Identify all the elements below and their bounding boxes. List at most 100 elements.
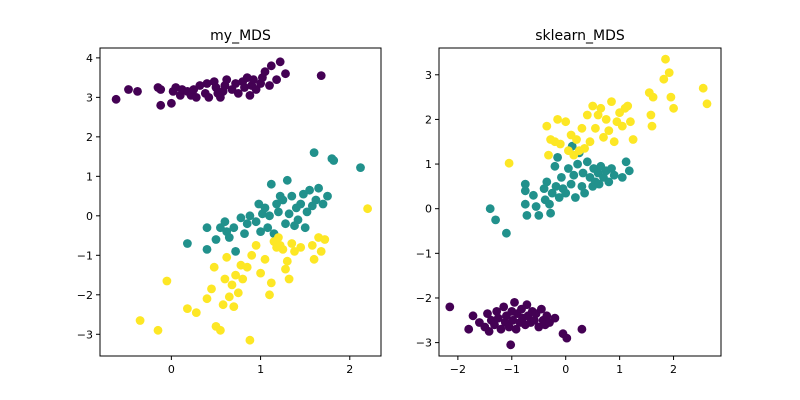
data-point — [607, 164, 616, 173]
data-point — [202, 294, 212, 304]
data-point — [236, 213, 246, 223]
data-point — [124, 85, 133, 94]
data-point — [209, 262, 219, 272]
data-point — [265, 81, 274, 90]
data-point — [529, 190, 538, 200]
data-point — [207, 284, 216, 294]
data-point — [506, 340, 516, 350]
data-point — [664, 68, 674, 77]
subplot-my-mds: my_MDS 0 1 2 −3 −2 −1 0 1 2 3 4 — [77, 28, 382, 376]
x-tick-label: −2 — [450, 363, 466, 376]
data-point — [666, 92, 676, 102]
data-point — [520, 186, 530, 196]
scatter-points — [445, 54, 712, 350]
data-point — [554, 193, 564, 202]
data-point — [302, 207, 312, 217]
data-point — [195, 81, 205, 90]
data-point — [542, 177, 552, 187]
y-tick-label: 4 — [86, 52, 93, 65]
data-point — [562, 333, 572, 343]
data-point — [537, 304, 546, 314]
data-point — [216, 325, 225, 335]
data-point — [251, 241, 261, 250]
data-point — [550, 313, 560, 323]
data-point — [522, 300, 532, 310]
x-tick-label: 2 — [670, 363, 677, 376]
y-tick-label: 1 — [86, 170, 93, 183]
data-point — [577, 324, 587, 334]
data-point — [191, 93, 201, 102]
data-point — [314, 183, 323, 193]
data-point — [531, 202, 541, 211]
chart-title: sklearn_MDS — [535, 28, 625, 44]
data-point — [561, 117, 571, 127]
data-point — [245, 211, 255, 221]
y-tick-label: −2 — [416, 292, 432, 305]
data-point — [588, 101, 598, 111]
data-point — [490, 320, 499, 330]
data-point — [227, 280, 237, 290]
data-point — [577, 123, 587, 133]
data-point — [553, 153, 562, 162]
data-point — [564, 164, 573, 173]
data-point — [162, 276, 172, 286]
data-point — [240, 229, 249, 239]
data-point — [621, 157, 631, 167]
data-point — [604, 177, 614, 187]
data-point — [256, 268, 265, 278]
data-point — [183, 304, 192, 313]
data-point — [624, 166, 634, 176]
data-point — [249, 75, 258, 84]
data-point — [546, 208, 555, 218]
data-point — [202, 223, 212, 233]
data-point — [229, 302, 239, 311]
data-point — [191, 308, 201, 317]
data-point — [580, 144, 589, 153]
chart-title: my_MDS — [210, 28, 271, 44]
data-point — [542, 311, 552, 321]
x-tick-label: −1 — [504, 363, 520, 376]
data-point — [251, 85, 261, 94]
data-point — [499, 302, 509, 312]
y-tick-label: −1 — [77, 249, 93, 262]
data-point — [555, 139, 565, 149]
x-axis: 0 1 2 — [168, 356, 353, 376]
data-point — [263, 223, 273, 233]
data-point — [265, 211, 274, 221]
data-point — [594, 179, 604, 189]
data-point — [561, 188, 571, 198]
data-point — [274, 233, 283, 242]
data-point — [539, 184, 549, 194]
y-tick-label: −3 — [77, 328, 93, 341]
data-point — [272, 75, 281, 84]
data-point — [617, 173, 627, 182]
data-point — [578, 168, 588, 178]
data-point — [224, 292, 234, 302]
data-point — [363, 204, 372, 214]
data-point — [307, 241, 317, 250]
data-point — [242, 262, 252, 272]
data-point — [599, 132, 608, 142]
data-point — [585, 137, 595, 147]
data-point — [240, 83, 249, 92]
data-point — [222, 75, 232, 84]
x-tick-label: 0 — [562, 363, 569, 376]
y-tick-label: −2 — [77, 289, 93, 302]
y-tick-label: 2 — [425, 113, 432, 126]
data-point — [604, 126, 614, 135]
data-point — [571, 193, 580, 202]
data-point — [222, 252, 232, 262]
data-point — [356, 163, 365, 173]
data-point — [245, 91, 255, 100]
data-point — [183, 239, 192, 248]
data-point — [156, 100, 166, 110]
data-point — [323, 191, 332, 201]
data-point — [601, 115, 611, 124]
data-point — [260, 203, 270, 213]
data-point — [305, 185, 314, 195]
y-tick-label: 1 — [425, 158, 432, 171]
data-point — [111, 94, 121, 104]
data-point — [566, 179, 576, 189]
data-point — [520, 179, 530, 189]
data-point — [153, 325, 163, 335]
